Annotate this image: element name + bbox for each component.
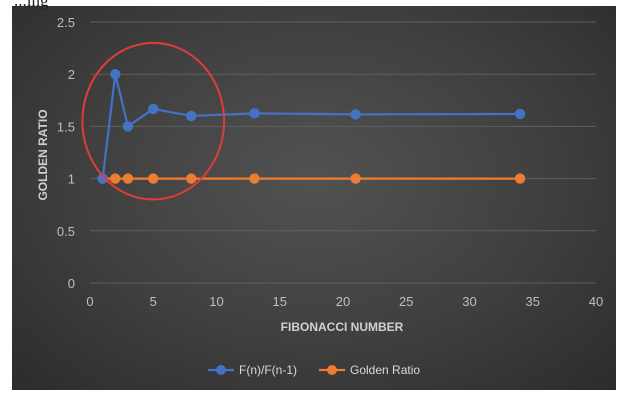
x-tick-label: 0 — [86, 294, 93, 309]
legend: F(n)/F(n-1) Golden Ratio — [208, 363, 420, 377]
y-axis-title: GOLDEN RATIO — [36, 109, 50, 200]
y-tick-label: 2.5 — [57, 15, 75, 30]
legend-item: Golden Ratio — [319, 363, 420, 377]
data-point — [97, 173, 108, 184]
series-0 — [97, 69, 526, 184]
data-point — [249, 173, 260, 184]
data-point — [186, 173, 197, 184]
legend-swatch-marker — [216, 365, 226, 375]
x-tick-label: 35 — [526, 294, 540, 309]
x-tick-label: 25 — [399, 294, 413, 309]
x-axis-title: FIBONACCI NUMBER — [281, 320, 404, 334]
y-tick-label: 0.5 — [57, 224, 75, 239]
y-tick-labels: 0 0.5 1 1.5 2 2.5 — [57, 15, 75, 291]
legend-label: Golden Ratio — [350, 363, 420, 377]
series-line — [101, 73, 521, 179]
x-tick-label: 10 — [209, 294, 223, 309]
x-tick-label: 30 — [462, 294, 476, 309]
data-point — [110, 173, 121, 184]
data-point — [122, 121, 134, 132]
caption-fragment: ...ing — [14, 0, 49, 10]
data-point — [122, 173, 134, 184]
data-point — [110, 69, 121, 80]
y-tick-label: 1 — [68, 172, 75, 187]
x-tick-label: 20 — [336, 294, 350, 309]
data-point — [350, 109, 361, 120]
legend-swatch-marker — [327, 365, 337, 375]
x-tick-label: 40 — [589, 294, 603, 309]
data-point — [350, 173, 361, 184]
annotation-layer — [81, 41, 226, 201]
legend-item: F(n)/F(n-1) — [208, 363, 297, 377]
y-tick-label: 0 — [68, 276, 75, 291]
data-point — [514, 173, 526, 184]
grid-lines — [90, 21, 596, 284]
data-point — [249, 108, 260, 119]
x-tick-labels: 0 5 10 15 20 25 30 35 40 — [86, 294, 603, 309]
x-tick-label: 5 — [150, 294, 157, 309]
data-point — [148, 173, 159, 184]
data-point — [186, 110, 197, 122]
y-tick-label: 1.5 — [57, 119, 75, 134]
legend-label: F(n)/F(n-1) — [239, 363, 297, 377]
series-layer — [97, 69, 526, 184]
highlight-ellipse — [81, 41, 226, 201]
y-tick-label: 2 — [68, 67, 75, 82]
data-point — [148, 103, 159, 115]
data-point — [514, 108, 526, 120]
x-tick-label: 15 — [273, 294, 287, 309]
series-1 — [97, 173, 526, 184]
